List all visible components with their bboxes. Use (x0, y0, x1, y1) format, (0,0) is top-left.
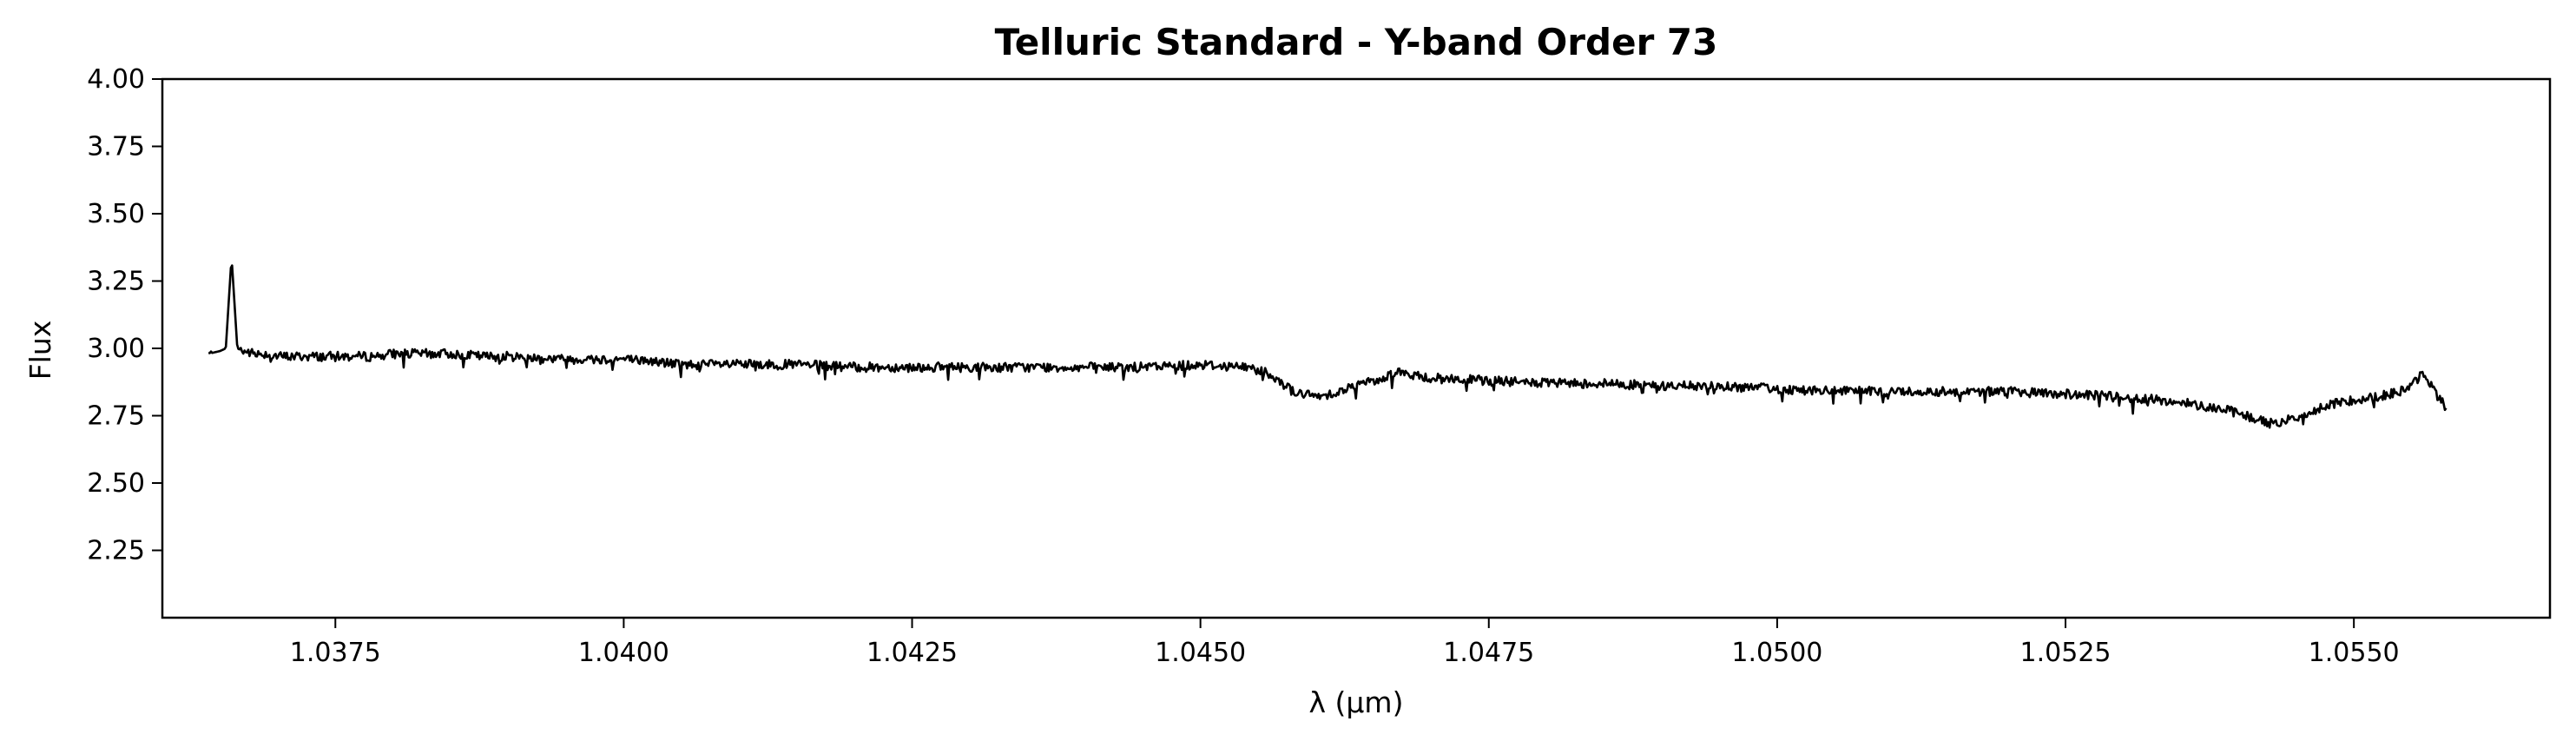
spectrum-line (208, 264, 2448, 429)
y-tick-label: 3.50 (87, 199, 145, 229)
y-tick-label: 3.25 (87, 267, 145, 297)
x-tick-label: 1.0475 (1443, 638, 1534, 668)
y-tick-label: 2.50 (87, 468, 145, 499)
plot-area (208, 264, 2448, 429)
y-axis-label: Flux (23, 321, 57, 381)
x-tick-label: 1.0550 (2309, 638, 2400, 668)
y-tick-label: 2.25 (87, 536, 145, 566)
plot-frame (161, 77, 2552, 619)
x-tick-label: 1.0375 (290, 638, 381, 668)
chart-title: Telluric Standard - Y-band Order 73 (995, 21, 1718, 63)
x-tick-label: 1.0425 (866, 638, 958, 668)
y-tick-label: 2.75 (87, 401, 145, 432)
x-tick-label: 1.0500 (1731, 638, 1822, 668)
axis-ticks: 1.0375 1.0400 1.0425 1.0450 1.0475 1.0500 1.05… (87, 64, 2399, 668)
y-tick-label: 3.00 (87, 334, 145, 364)
x-tick-label: 1.0450 (1155, 638, 1246, 668)
x-axis-label: λ (μm) (1309, 685, 1404, 719)
y-tick-label: 4.00 (87, 64, 145, 95)
x-tick-label: 1.0525 (2020, 638, 2112, 668)
y-tick-label: 3.75 (87, 132, 145, 162)
x-tick-label: 1.0400 (578, 638, 669, 668)
